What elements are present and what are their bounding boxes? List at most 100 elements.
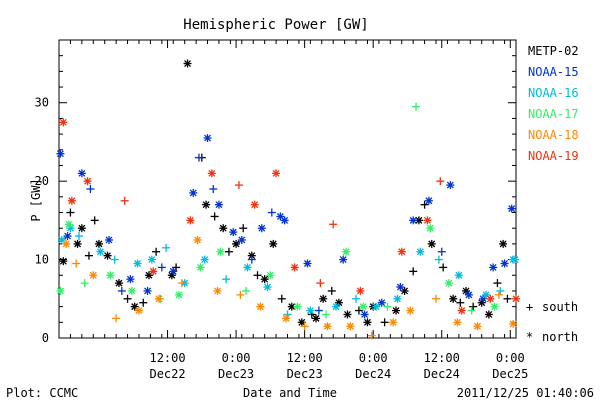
data-point-south: [162, 243, 171, 252]
data-point-south: [467, 306, 476, 315]
data-point-north: [339, 255, 348, 264]
data-point-north: [500, 259, 509, 268]
data-point-north: [174, 290, 183, 299]
data-point-south: [409, 267, 418, 276]
data-point-south: [84, 251, 93, 260]
legend-entry: NOAA-16: [528, 86, 579, 100]
data-point-north: [64, 220, 73, 229]
data-point-north: [256, 302, 265, 311]
data-point-north: [62, 239, 71, 248]
data-point-north: [363, 318, 372, 327]
data-point-south: [380, 318, 389, 327]
data-point-north: [457, 306, 466, 315]
data-point-north: [203, 134, 212, 143]
data-point-north: [133, 259, 142, 268]
data-point-north: [290, 263, 299, 272]
data-point-north: [96, 247, 105, 256]
data-point-south: [112, 314, 121, 323]
data-point-north: [56, 149, 65, 158]
data-point-north: [297, 318, 306, 327]
data-point-north: [464, 290, 473, 299]
data-point-north: [186, 216, 195, 225]
data-point-north: [287, 302, 296, 311]
data-point-north: [73, 239, 82, 248]
data-point-north: [306, 306, 315, 315]
data-point-south: [86, 185, 95, 193]
legend-entry: NOAA-19: [528, 149, 579, 163]
data-point-north: [346, 322, 355, 331]
data-point-south: [139, 298, 148, 307]
data-point-south: [222, 275, 231, 284]
data-point-north: [449, 294, 458, 303]
data-point-north: [189, 188, 198, 197]
data-point-south: [327, 286, 336, 295]
data-point-north: [372, 302, 381, 311]
data-point-north: [114, 279, 123, 288]
data-point-south: [277, 294, 286, 303]
data-point-south: [194, 153, 203, 162]
x-tick-date: Dec24: [424, 367, 460, 381]
data-point-north: [67, 196, 76, 205]
legend-entry: NOAA-18: [528, 128, 579, 142]
data-point-north: [94, 239, 103, 248]
data-point-south: [80, 279, 89, 288]
data-point-north: [127, 286, 136, 295]
data-point-south: [253, 271, 262, 280]
data-point-north: [473, 322, 482, 331]
data-point-north: [250, 200, 259, 209]
data-point-south: [412, 102, 421, 111]
data-point-north: [154, 294, 163, 303]
chart-title: Hemispheric Power [GW]: [183, 17, 368, 33]
data-point-south: [436, 177, 445, 186]
data-point-south: [209, 185, 218, 193]
data-point-south: [236, 290, 245, 299]
x-tick-date: Dec23: [287, 367, 323, 381]
data-point-north: [444, 279, 453, 288]
data-point-south: [72, 259, 81, 268]
data-point-north: [280, 216, 289, 225]
data-point-north: [424, 196, 433, 205]
data-point-south: [494, 290, 503, 299]
data-point-south: [117, 286, 126, 295]
data-point-north: [126, 275, 135, 284]
data-point-south: [157, 263, 166, 272]
data-point-south: [367, 331, 376, 340]
data-point-north: [63, 232, 72, 241]
data-point-north: [260, 275, 269, 284]
data-point-north: [489, 263, 498, 272]
data-point-south: [90, 216, 99, 225]
marker-legend-label: south: [542, 300, 578, 314]
data-point-north: [453, 318, 462, 327]
data-point-north: [400, 286, 409, 295]
data-point-north: [202, 200, 211, 209]
data-point-north: [257, 224, 266, 233]
data-point-south: [437, 247, 446, 256]
data-point-south: [314, 306, 323, 315]
data-point-north: [183, 59, 192, 68]
data-point-south: [234, 181, 243, 190]
data-point-north: [393, 294, 402, 303]
x-tick-date: Dec22: [149, 367, 185, 381]
x-tick-date: Dec25: [492, 367, 528, 381]
data-point-north: [396, 283, 405, 292]
x-axis-label: Date and Time: [243, 386, 337, 400]
data-point-north: [216, 247, 225, 256]
data-point-south: [496, 286, 505, 295]
data-point-south: [420, 200, 429, 209]
data-point-south: [322, 310, 331, 319]
data-point-north: [389, 318, 398, 327]
legend-entry: NOAA-17: [528, 107, 579, 121]
data-point-north: [134, 306, 143, 315]
data-point-south: [110, 255, 119, 264]
data-point-north: [207, 169, 216, 178]
data-point-north: [303, 259, 312, 268]
data-point-north: [59, 118, 68, 127]
y-tick-label: 20: [35, 174, 49, 188]
plot-frame: [58, 39, 517, 339]
data-point-north: [342, 247, 351, 256]
data-point-north: [276, 212, 285, 221]
data-point-south: [352, 294, 361, 303]
data-point-north: [200, 255, 209, 264]
marker-legend-symbol: +: [526, 300, 533, 314]
legend-entry: METP-02: [528, 44, 579, 58]
